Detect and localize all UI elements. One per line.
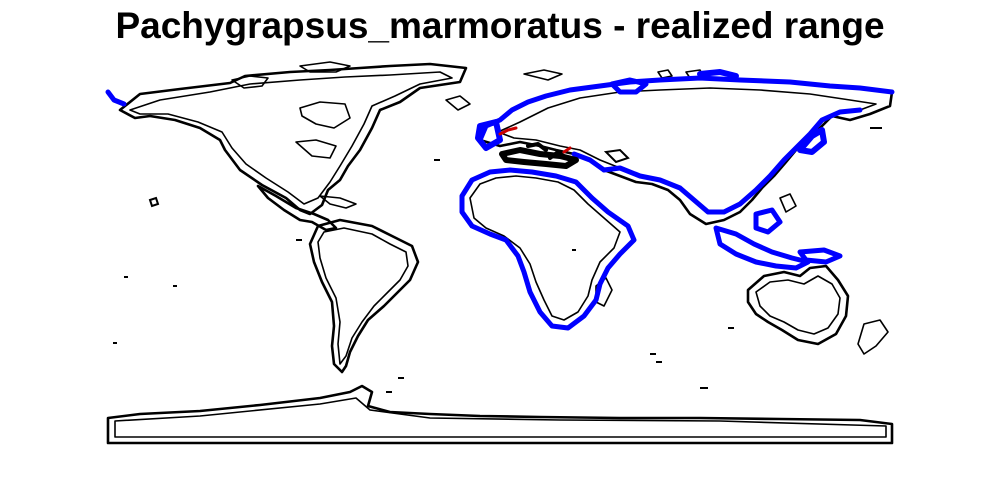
antarctica — [106, 384, 894, 445]
south-america — [308, 218, 420, 374]
greenland-arctic — [231, 61, 705, 89]
occurrence-highlight — [498, 126, 572, 154]
mediterranean-occurrences — [499, 142, 579, 169]
central-america — [256, 184, 357, 232]
africa — [460, 168, 636, 330]
small-islands — [113, 127, 882, 393]
australia — [746, 264, 889, 355]
realized-range — [105, 69, 895, 331]
map-title: Pachygrapsus_marmoratus - realized range — [115, 5, 885, 46]
north-america — [118, 62, 471, 216]
